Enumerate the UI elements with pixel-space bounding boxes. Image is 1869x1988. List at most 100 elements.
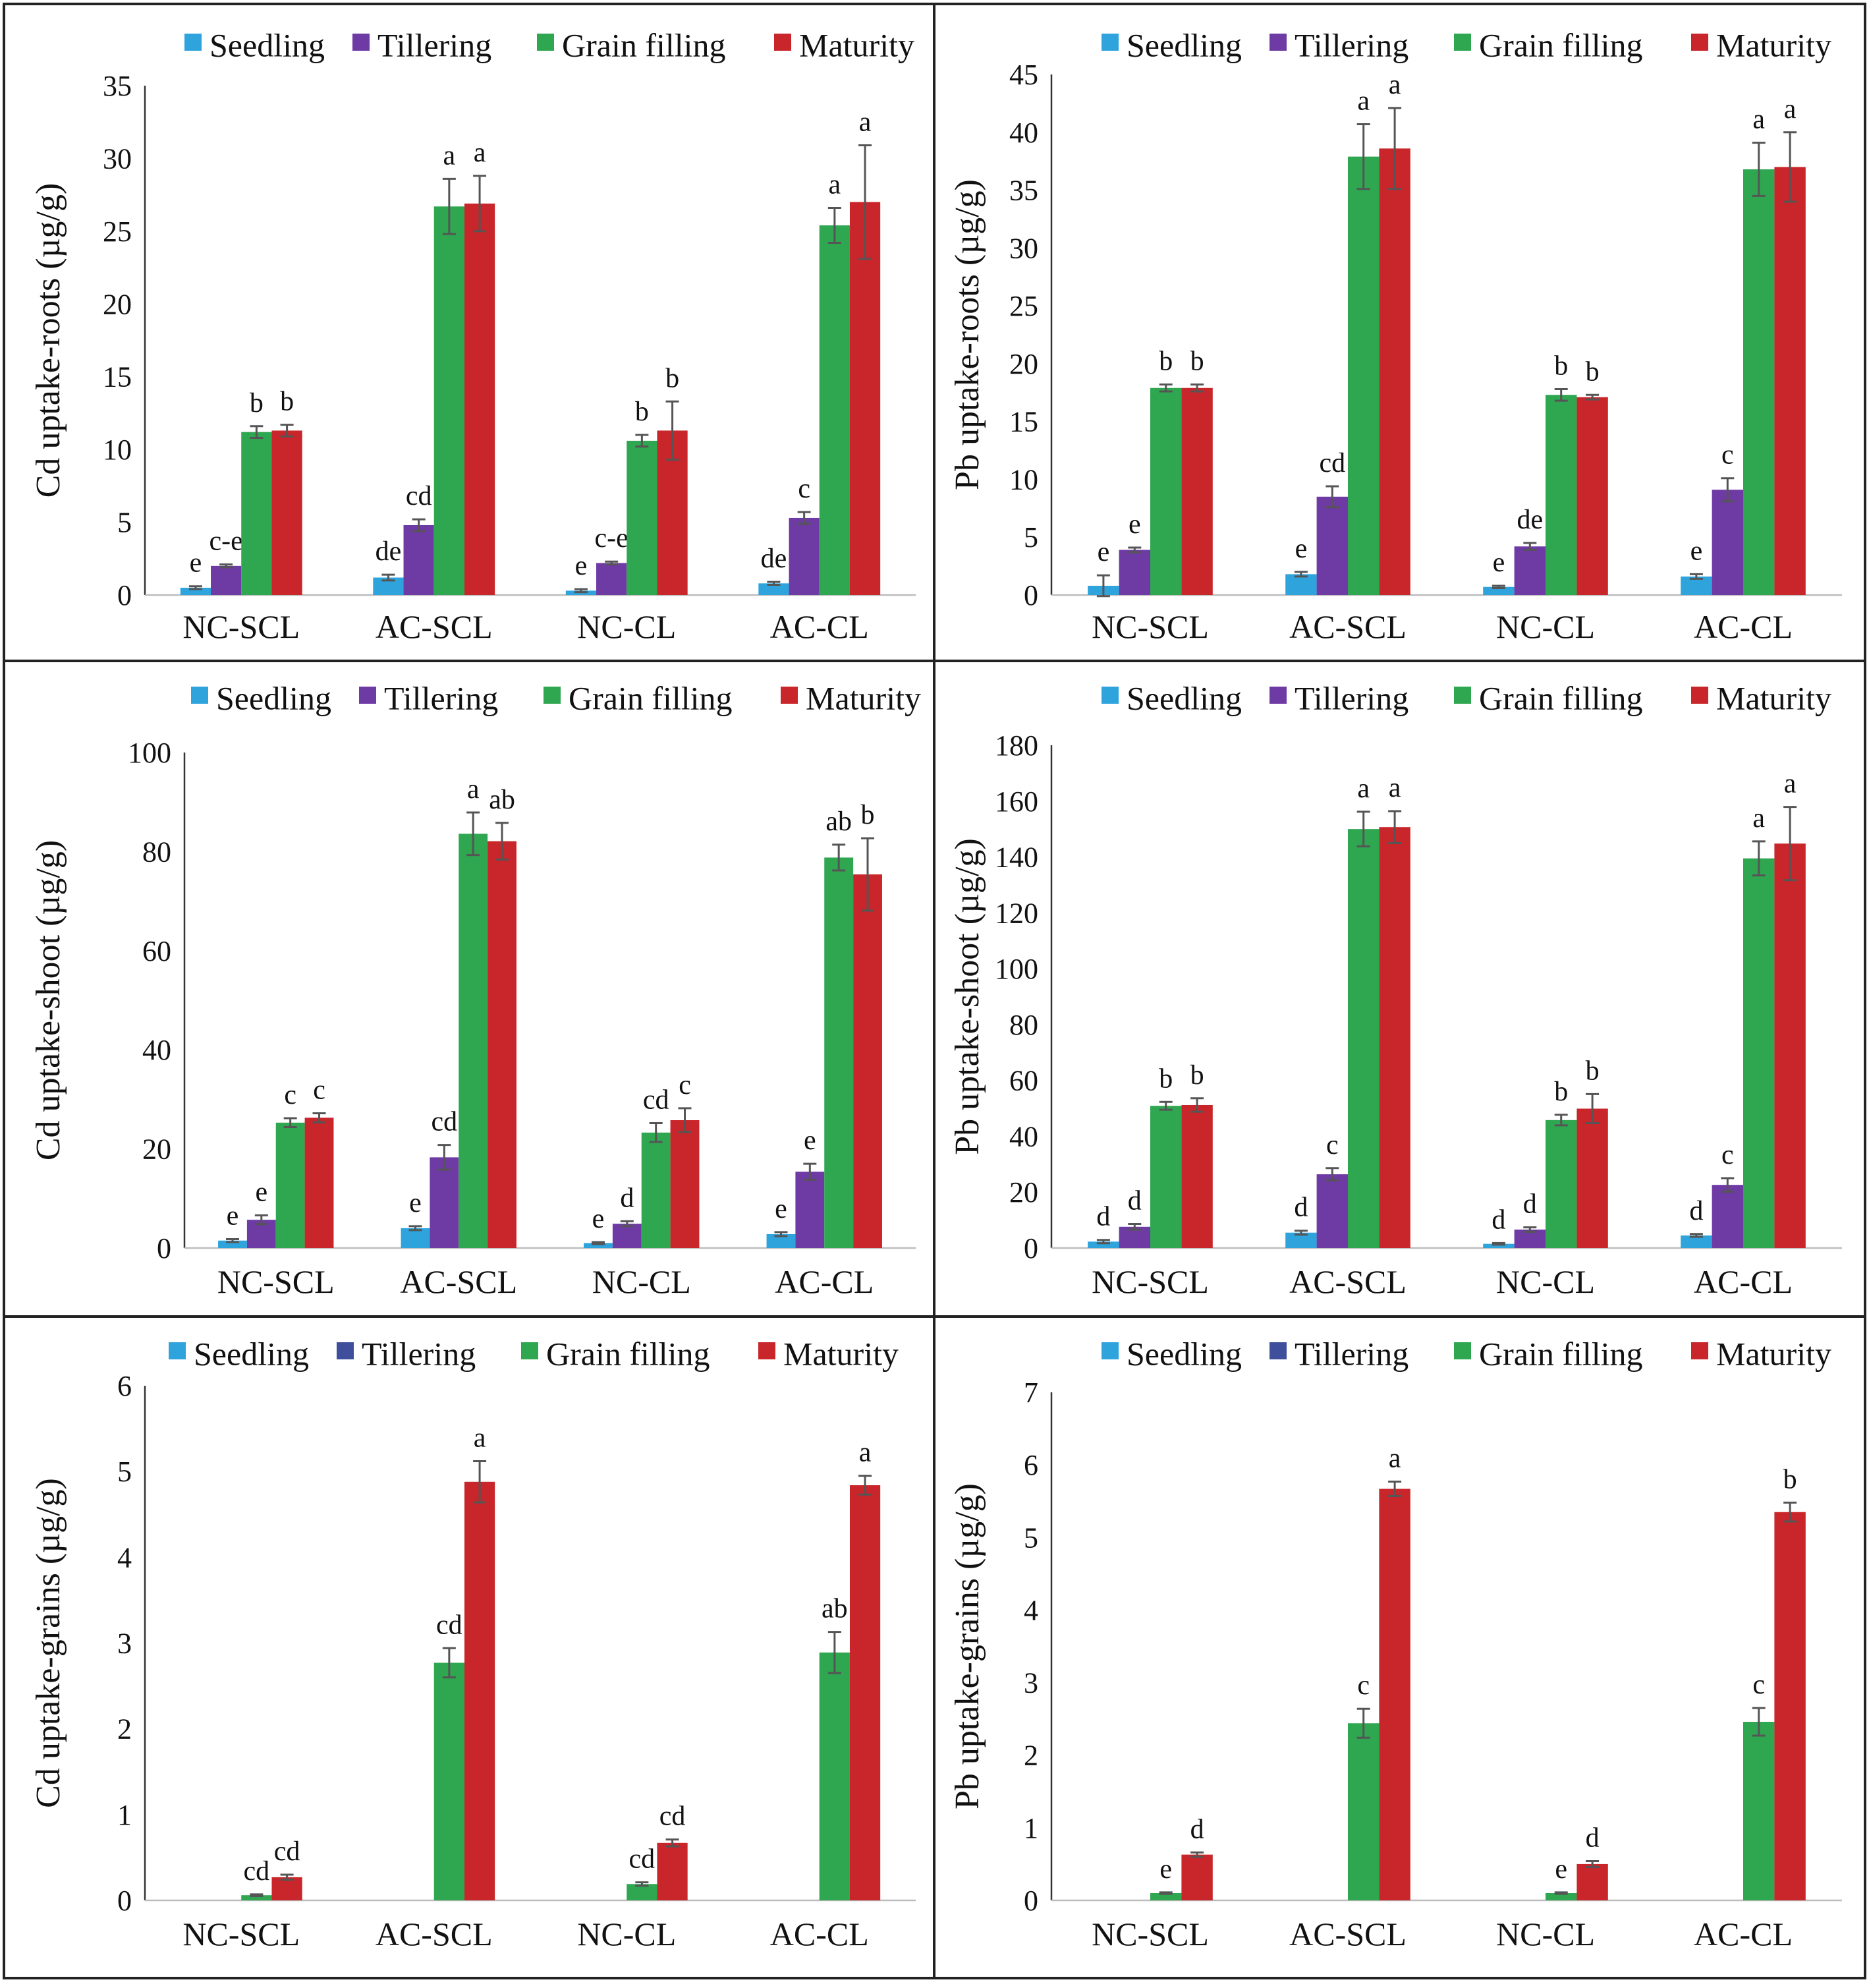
y-tick-label: 140: [995, 841, 1038, 874]
significance-label: c: [284, 1080, 296, 1110]
bar-maturity: [1576, 1108, 1608, 1248]
error-bar: [649, 1122, 663, 1143]
error-bar: [1554, 388, 1568, 402]
significance-label: e: [804, 1125, 816, 1156]
x-category-label: AC-SCL: [1289, 1263, 1407, 1300]
bar-maturity: [670, 1120, 700, 1248]
x-category-label: NC-SCL: [182, 1916, 300, 1952]
error-bar: [832, 843, 846, 872]
bar-grain-filling: [1150, 387, 1182, 595]
error-bar: [412, 518, 426, 532]
bar-seedling: [584, 1243, 613, 1248]
significance-label: e: [592, 1204, 605, 1234]
significance-label: c: [1721, 1140, 1734, 1170]
y-tick-label: 60: [1009, 1065, 1038, 1097]
significance-label: cd: [436, 1610, 462, 1640]
x-category-label: NC-CL: [1496, 1916, 1595, 1952]
legend-swatch-seedling: [191, 687, 208, 704]
error-bar: [1356, 1707, 1370, 1739]
significance-label: e: [1690, 536, 1703, 566]
bar-tillering: [789, 517, 820, 595]
bar-maturity: [1379, 827, 1410, 1248]
error-bar: [605, 560, 619, 566]
y-tick-label: 1: [117, 1799, 132, 1831]
significance-label: a: [1389, 1443, 1401, 1473]
legend-label-tillering: Tillering: [1295, 679, 1409, 716]
significance-label: e: [1098, 537, 1110, 567]
legend-label-grain-filling: Grain filling: [546, 1335, 710, 1372]
bar-seedling: [180, 587, 211, 595]
legend-label-tillering: Tillering: [377, 26, 491, 63]
bar-maturity: [1181, 387, 1213, 595]
significance-label: e: [409, 1188, 422, 1218]
significance-label: a: [1784, 769, 1797, 799]
bar-tillering: [403, 525, 434, 595]
bar-maturity: [1576, 1863, 1608, 1900]
significance-label: e: [1129, 509, 1141, 540]
chart-cd-roots: Seedling Tillering Grain filling Maturity 0 5…: [30, 26, 916, 645]
error-bar: [858, 144, 872, 260]
error-bar: [1388, 1480, 1402, 1498]
chart-pb-grains: Seedling Tillering Grain filling Maturity 0 1…: [949, 1335, 1842, 1952]
error-bar: [1190, 383, 1204, 393]
significance-label: e: [775, 1194, 787, 1224]
x-category-label: NC-CL: [1496, 1263, 1595, 1300]
error-bar: [466, 811, 480, 857]
legend-swatch-grain-filling: [537, 34, 554, 51]
significance-label: b: [1190, 1060, 1204, 1091]
bar-grain-filling: [641, 1132, 671, 1248]
significance-label: c: [798, 474, 810, 504]
bar-grain-filling: [627, 1884, 657, 1900]
significance-label: c-e: [209, 526, 243, 557]
legend-label-tillering: Tillering: [1295, 26, 1409, 63]
error-bar: [1294, 571, 1308, 578]
legend-swatch-maturity: [774, 34, 791, 51]
legend: Seedling Tillering Grain filling Maturity: [169, 1335, 899, 1372]
bar-seedling: [1088, 1241, 1119, 1248]
y-tick-label: 5: [1024, 521, 1038, 554]
error-bar: [1752, 1707, 1766, 1737]
significance-label: d: [1190, 1814, 1204, 1844]
bar-tillering: [1712, 490, 1743, 595]
legend-label-grain-filling: Grain filling: [569, 679, 733, 716]
legend-swatch-grain-filling: [1454, 687, 1471, 704]
x-category-label: AC-CL: [1694, 608, 1793, 645]
significance-label: b: [1159, 1064, 1173, 1094]
y-axis-label: Pb uptake-grains (µg/g): [949, 1483, 986, 1809]
significance-label: cd: [274, 1836, 300, 1867]
significance-label: ab: [825, 807, 852, 837]
legend-swatch-seedling: [169, 1342, 186, 1359]
significance-label: de: [761, 544, 787, 574]
significance-label: a: [467, 774, 480, 805]
x-category-label: NC-CL: [577, 1916, 676, 1952]
x-category-label: NC-CL: [1496, 608, 1595, 645]
legend-label-maturity: Maturity: [1716, 1335, 1831, 1372]
error-bar: [1096, 574, 1110, 598]
x-category-label: NC-SCL: [217, 1263, 335, 1300]
significance-label: d: [1523, 1189, 1537, 1220]
error-bar: [1325, 485, 1339, 509]
panel-frame: [3, 3, 1866, 1979]
significance-label: d: [1492, 1205, 1505, 1235]
bar-grain-filling: [1743, 169, 1775, 595]
y-tick-label: 30: [103, 142, 132, 175]
bar-maturity: [464, 203, 495, 595]
y-tick-label: 25: [103, 215, 132, 248]
bar-seedling: [758, 583, 789, 595]
significance-label: b: [280, 387, 294, 417]
error-bar: [442, 1647, 456, 1679]
y-tick-label: 15: [103, 361, 132, 393]
legend-swatch-maturity: [1691, 1342, 1708, 1359]
significance-label: b: [1554, 1077, 1568, 1107]
significance-label: cd: [431, 1107, 457, 1137]
y-tick-label: 5: [117, 1456, 132, 1488]
legend-swatch-tillering: [1269, 34, 1287, 51]
y-tick-label: 0: [117, 579, 132, 611]
y-tick-label: 0: [1024, 1885, 1038, 1917]
significance-label: b: [635, 397, 649, 427]
error-bar: [635, 434, 649, 448]
significance-label: a: [474, 1423, 486, 1454]
error-bar: [254, 1214, 268, 1226]
y-tick-label: 100: [128, 737, 171, 769]
error-bar: [1159, 1100, 1173, 1111]
